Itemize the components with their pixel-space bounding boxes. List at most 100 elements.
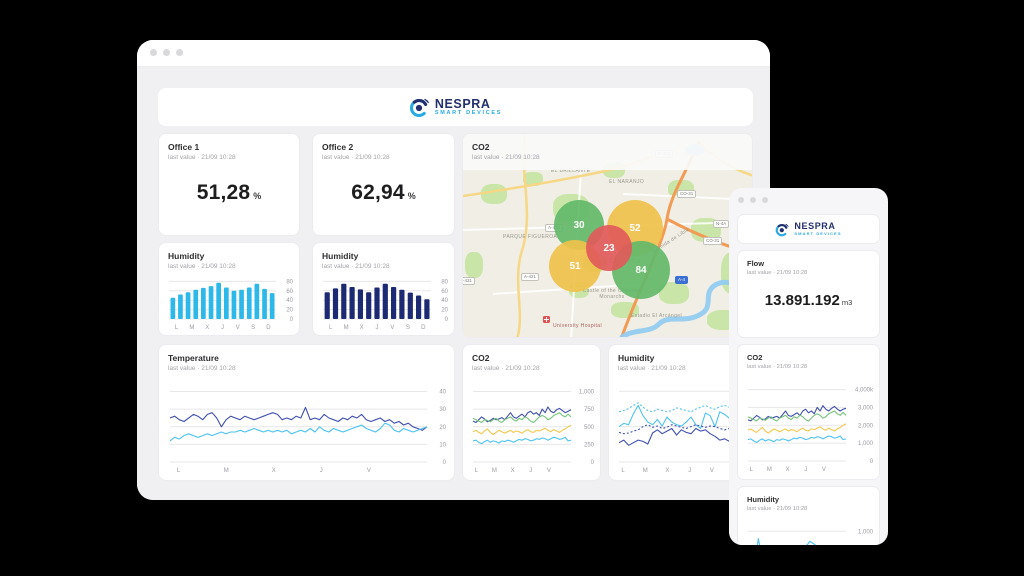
widget-office-2[interactable]: Office 2 last value · 21/09 10:28 62,94% bbox=[312, 133, 455, 236]
widget-title: CO2 bbox=[472, 353, 490, 363]
svg-text:M: M bbox=[767, 467, 772, 472]
phone-panel: NESPRA SMART DEVICES Flow last value · 2… bbox=[729, 188, 888, 545]
svg-text:40: 40 bbox=[286, 298, 293, 304]
svg-text:V: V bbox=[547, 468, 551, 473]
svg-text:1,000: 1,000 bbox=[858, 529, 874, 535]
window-dot-icon[interactable] bbox=[163, 49, 170, 56]
svg-text:0: 0 bbox=[870, 459, 874, 465]
widget-meta: last value · 21/09 10:28 bbox=[322, 263, 390, 270]
svg-text:L: L bbox=[475, 468, 479, 473]
browser-window: NESPRA SMART DEVICES Office 1 last value… bbox=[137, 40, 770, 500]
widget-title: Humidity bbox=[747, 495, 780, 504]
svg-text:750: 750 bbox=[584, 407, 595, 413]
road-badge: A-4 bbox=[675, 276, 689, 284]
svg-text:L: L bbox=[329, 325, 333, 330]
metric-unit: % bbox=[253, 190, 262, 201]
svg-text:M: M bbox=[224, 468, 229, 473]
widget-co2-lines[interactable]: CO2 last value · 21/09 10:28 0 250 500 750 1… bbox=[462, 344, 601, 481]
widget-meta: last value · 21/09 10:28 bbox=[472, 365, 540, 372]
svg-text:J: J bbox=[688, 468, 691, 473]
map-park bbox=[523, 172, 543, 186]
svg-text:J: J bbox=[376, 325, 379, 330]
mobile-humidity-line-chart: 1,000 bbox=[746, 520, 874, 545]
humidity-bar-chart-1: 0 20 40 60 80 L M X J V S D bbox=[167, 276, 294, 330]
browser-topbar bbox=[137, 40, 770, 67]
svg-text:S: S bbox=[251, 325, 255, 330]
window-dot-icon[interactable] bbox=[738, 197, 744, 203]
widget-mobile-co2[interactable]: CO2 last value · 21/09 10:28 0 1,000 2,000… bbox=[737, 344, 880, 480]
map-park bbox=[659, 282, 689, 304]
svg-text:X: X bbox=[360, 325, 364, 330]
svg-text:X: X bbox=[511, 468, 515, 473]
svg-text:J: J bbox=[804, 467, 807, 472]
widget-office-1[interactable]: Office 1 last value · 21/09 10:28 51,28% bbox=[158, 133, 300, 236]
map-label: EL BRILLANTE bbox=[551, 168, 591, 174]
brand-tagline: SMART DEVICES bbox=[434, 110, 503, 116]
map-label: EL NARANJO bbox=[609, 179, 645, 185]
road-badge: A-431 bbox=[463, 277, 476, 285]
widget-meta: last value · 21/09 10:28 bbox=[168, 263, 236, 270]
window-dot-icon[interactable] bbox=[750, 197, 756, 203]
svg-text:0: 0 bbox=[591, 460, 595, 466]
widget-title: Office 1 bbox=[168, 142, 200, 152]
svg-text:20: 20 bbox=[439, 425, 446, 431]
map-park bbox=[465, 252, 483, 278]
widget-mobile-humidity[interactable]: Humidity last value · 21/09 10:28 1,000 bbox=[737, 486, 880, 545]
svg-text:60: 60 bbox=[441, 289, 448, 295]
svg-text:V: V bbox=[236, 325, 240, 330]
brand-logo: NESPRA SMART DEVICES bbox=[409, 96, 502, 118]
widget-meta: last value · 21/09 10:28 bbox=[322, 154, 390, 161]
window-controls bbox=[150, 49, 183, 56]
svg-text:V: V bbox=[710, 468, 714, 473]
co2-line-chart: 0 250 500 750 1,000 L M X J V bbox=[471, 385, 595, 473]
window-dot-icon[interactable] bbox=[762, 197, 768, 203]
map-marker-51[interactable]: 51 bbox=[549, 240, 601, 292]
svg-text:J: J bbox=[320, 468, 323, 473]
svg-text:D: D bbox=[266, 325, 271, 330]
widget-meta: last value · 21/09 10:28 bbox=[618, 365, 686, 372]
metric-value-group: 62,94% bbox=[313, 181, 454, 205]
road-badge: N-4A bbox=[713, 220, 730, 228]
svg-text:J: J bbox=[221, 325, 224, 330]
svg-text:10: 10 bbox=[439, 442, 446, 448]
svg-text:X: X bbox=[786, 467, 790, 472]
map-marker-23[interactable]: 23 bbox=[586, 225, 632, 271]
widget-flow[interactable]: Flow last value · 21/09 10:28 13.891.192… bbox=[737, 250, 880, 338]
window-dot-icon[interactable] bbox=[150, 49, 157, 56]
svg-text:40: 40 bbox=[441, 298, 448, 304]
svg-text:500: 500 bbox=[584, 425, 595, 431]
brand-name: NESPRA bbox=[434, 96, 491, 111]
widget-humidity-lines[interactable]: Humidity last value · 21/09 10:28 L M X J V bbox=[608, 344, 753, 481]
brand-icon bbox=[409, 98, 429, 118]
svg-text:L: L bbox=[750, 467, 754, 472]
svg-text:M: M bbox=[492, 468, 497, 473]
widget-meta: last value · 21/09 10:28 bbox=[168, 365, 236, 372]
svg-text:L: L bbox=[175, 325, 179, 330]
map-label: PARQUE FIGUEROA bbox=[503, 234, 558, 240]
svg-text:M: M bbox=[189, 325, 194, 330]
road-badge: CO-31 bbox=[703, 237, 723, 245]
window-dot-icon[interactable] bbox=[176, 49, 183, 56]
widget-humidity-bars-2[interactable]: Humidity last value · 21/09 10:28 0 20 40 6… bbox=[312, 242, 455, 336]
svg-text:V: V bbox=[390, 325, 394, 330]
map-card-header: CO2 last value · 21/09 10:28 bbox=[463, 134, 752, 170]
widget-meta: last value · 21/09 10:28 bbox=[747, 270, 808, 276]
svg-text:0: 0 bbox=[443, 460, 447, 466]
metric-value: 13.891.192 bbox=[764, 292, 840, 309]
svg-text:4,000k: 4,000k bbox=[855, 388, 874, 394]
widget-title: Humidity bbox=[168, 251, 205, 261]
brand-tagline: SMART DEVICES bbox=[794, 231, 842, 236]
widget-title: Office 2 bbox=[322, 142, 354, 152]
svg-text:80: 80 bbox=[441, 279, 448, 285]
map-label: Estadio El Arcángel bbox=[631, 313, 682, 319]
svg-text:0: 0 bbox=[445, 317, 449, 323]
widget-temperature[interactable]: Temperature last value · 21/09 10:28 0 10… bbox=[158, 344, 455, 481]
widget-title: Flow bbox=[747, 259, 765, 268]
svg-text:20: 20 bbox=[286, 308, 293, 314]
brand-icon bbox=[776, 223, 789, 236]
widget-humidity-bars-1[interactable]: Humidity last value · 21/09 10:28 0 20 40 6… bbox=[158, 242, 300, 336]
road-badge: A-421 bbox=[521, 273, 540, 281]
